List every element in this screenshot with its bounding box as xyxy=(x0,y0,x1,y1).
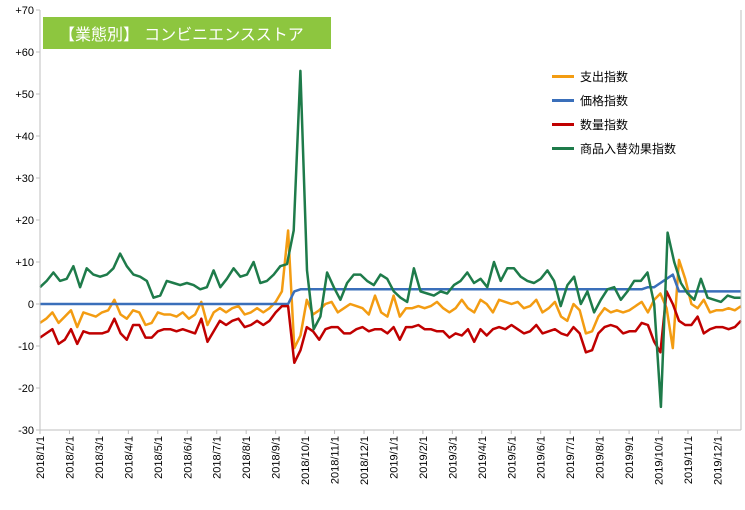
legend-swatch xyxy=(552,122,574,126)
y-axis: +70 +60 +50 +40 +30 +20 +10 0 -10 -20 -30 xyxy=(15,5,40,437)
y-tick-label: +30 xyxy=(15,173,34,185)
y-tick-label: +60 xyxy=(15,47,34,59)
x-tick-label: 2018/9/1 xyxy=(271,436,283,479)
y-tick-label: +50 xyxy=(15,89,34,101)
x-tick-label: 2018/8/1 xyxy=(241,436,253,479)
legend-label: 数量指数 xyxy=(580,117,629,132)
series-line xyxy=(40,273,741,306)
series-layer xyxy=(39,69,742,409)
x-tick-label: 2019/2/1 xyxy=(418,436,430,479)
x-tick-label: 2018/5/1 xyxy=(153,436,165,479)
x-tick-label: 2019/3/1 xyxy=(447,436,459,479)
x-tick-label: 2018/12/1 xyxy=(359,436,371,485)
legend-swatch xyxy=(552,146,574,150)
x-tick-label: 2019/5/1 xyxy=(506,436,518,479)
y-tick-label: -10 xyxy=(18,341,34,353)
y-tick-label: +10 xyxy=(15,257,34,269)
x-tick-label: 2019/7/1 xyxy=(565,436,577,479)
x-tick-label: 2019/1/1 xyxy=(388,436,400,479)
y-tick-label: +20 xyxy=(15,215,34,227)
legend-item: 商品入替効果指数 xyxy=(552,136,712,160)
x-tick-label: 2019/11/1 xyxy=(683,436,695,484)
series-line xyxy=(39,290,742,365)
x-tick-label: 2018/7/1 xyxy=(212,436,224,479)
legend-item: 数量指数 xyxy=(552,112,712,136)
x-tick-label: 2019/10/1 xyxy=(654,436,666,485)
legend-item: 価格指数 xyxy=(552,88,712,112)
chart-title-box: 【業態別】 コンビニエンスストア xyxy=(43,17,331,49)
x-tick-label: 2018/10/1 xyxy=(300,436,312,485)
y-tick-label: +40 xyxy=(15,131,34,143)
y-tick-label: 0 xyxy=(28,299,34,311)
x-tick-label: 2018/6/1 xyxy=(182,436,194,479)
x-tick-label: 2018/2/1 xyxy=(64,436,76,479)
x-tick-label: 2018/11/1 xyxy=(330,436,342,484)
legend-item: 支出指数 xyxy=(552,64,712,88)
legend-label: 支出指数 xyxy=(580,69,629,84)
x-tick-label: 2019/6/1 xyxy=(536,436,548,479)
x-axis: 2018/1/1 2018/2/1 2018/3/1 2018/4/1 2018/5/1… xyxy=(35,430,724,485)
legend-label: 商品入替効果指数 xyxy=(580,141,677,156)
y-tick-label: -20 xyxy=(18,383,34,395)
x-tick-label: 2019/4/1 xyxy=(477,436,489,479)
y-tick-label: -30 xyxy=(18,425,34,437)
x-tick-label: 2018/4/1 xyxy=(123,436,135,479)
chart-title: 【業態別】 コンビニエンスストア xyxy=(59,25,304,44)
legend-swatch xyxy=(552,98,574,102)
series-line xyxy=(39,229,742,350)
x-tick-label: 2019/9/1 xyxy=(624,436,636,479)
x-tick-label: 2019/8/1 xyxy=(595,436,607,479)
legend-swatch xyxy=(552,74,574,78)
legend-label: 価格指数 xyxy=(580,93,629,108)
series-line xyxy=(39,69,741,409)
x-tick-label: 2018/3/1 xyxy=(94,436,106,479)
x-tick-label: 2018/1/1 xyxy=(35,436,47,479)
x-tick-label: 2019/12/1 xyxy=(712,436,724,485)
legend: 支出指数 価格指数 数量指数 商品入替効果指数 xyxy=(552,64,712,160)
y-tick-label: +70 xyxy=(15,5,34,17)
